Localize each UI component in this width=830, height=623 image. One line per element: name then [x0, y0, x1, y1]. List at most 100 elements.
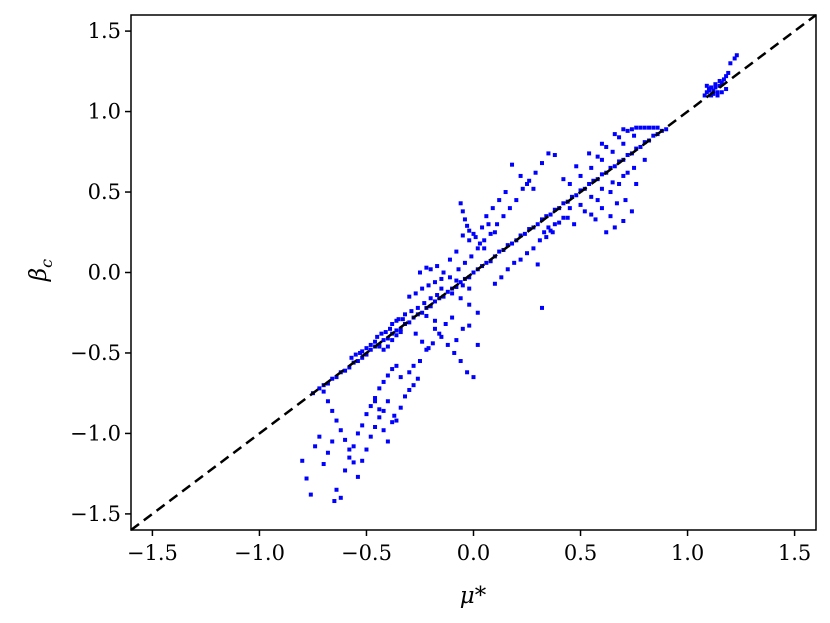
data-point — [544, 235, 549, 240]
data-point — [385, 439, 390, 444]
data-point — [520, 186, 525, 191]
data-point — [338, 495, 343, 500]
data-point — [338, 428, 343, 433]
data-point — [360, 355, 365, 360]
data-point — [572, 222, 577, 227]
data-point — [437, 331, 442, 336]
data-point — [411, 363, 416, 368]
data-point — [651, 125, 656, 130]
data-point — [351, 460, 356, 465]
axis-ticks: −1.5−1.5 −1.0 −1.0 −0.5 −0.5 0.0 0.0 0.5 0.5 1.0 1… — [70, 19, 811, 565]
data-point — [634, 181, 639, 186]
data-point — [711, 91, 716, 96]
data-point — [377, 407, 382, 412]
data-point — [632, 165, 637, 170]
data-point — [610, 180, 615, 185]
data-point — [475, 246, 480, 251]
x-tick-label: 1.5 — [778, 541, 811, 565]
data-point — [465, 370, 470, 375]
data-point — [379, 331, 384, 336]
data-point — [373, 396, 378, 401]
data-point — [439, 286, 444, 291]
data-point — [512, 260, 517, 265]
data-point — [426, 283, 431, 288]
data-point — [390, 420, 395, 425]
data-point — [368, 347, 373, 352]
data-point — [403, 312, 407, 317]
data-point — [593, 217, 598, 222]
data-point — [518, 257, 523, 262]
data-point — [501, 214, 506, 219]
data-point — [394, 418, 399, 423]
data-point — [732, 56, 737, 61]
data-point — [719, 80, 724, 85]
data-point — [398, 326, 403, 331]
data-point — [604, 144, 609, 149]
data-point — [330, 376, 335, 381]
data-point — [471, 231, 476, 236]
data-point — [364, 412, 369, 417]
data-point — [458, 359, 463, 364]
data-point — [721, 77, 726, 82]
data-point — [409, 309, 414, 314]
data-point — [482, 246, 487, 251]
data-point — [612, 225, 617, 230]
data-point — [724, 74, 729, 79]
data-point — [525, 251, 530, 256]
data-point — [377, 344, 382, 349]
data-point — [713, 82, 718, 87]
data-point — [377, 415, 382, 420]
data-point — [460, 326, 465, 331]
data-point — [347, 455, 352, 460]
data-point — [595, 198, 600, 203]
data-point — [467, 302, 472, 307]
data-point — [505, 243, 510, 248]
data-point — [390, 338, 395, 343]
data-point — [510, 162, 515, 167]
data-point — [334, 487, 339, 492]
data-point — [497, 249, 502, 254]
data-point — [368, 342, 373, 347]
data-point — [373, 399, 378, 404]
data-point — [450, 291, 455, 296]
data-point — [505, 267, 510, 272]
data-point — [398, 330, 403, 335]
data-point — [364, 447, 369, 452]
data-point — [415, 376, 420, 381]
data-point — [706, 88, 711, 93]
data-point — [394, 318, 399, 323]
data-point — [456, 267, 461, 272]
data-point — [467, 286, 472, 291]
data-point — [450, 315, 455, 320]
data-point — [398, 375, 403, 380]
data-point — [715, 93, 720, 98]
data-point — [713, 85, 718, 90]
data-point — [349, 355, 354, 360]
data-point — [518, 173, 523, 178]
data-point — [719, 90, 724, 95]
data-point — [574, 193, 579, 198]
data-point — [595, 154, 600, 159]
data-point — [715, 90, 720, 95]
data-point — [664, 127, 669, 132]
data-point — [400, 317, 405, 322]
data-point — [525, 181, 530, 186]
data-point — [443, 322, 448, 326]
data-point — [578, 202, 583, 207]
data-point — [317, 386, 322, 391]
data-point — [589, 165, 594, 170]
data-point — [569, 194, 574, 199]
data-point — [321, 389, 326, 394]
data-point — [488, 231, 493, 236]
data-point — [355, 431, 360, 436]
data-point — [608, 165, 613, 170]
data-point — [484, 260, 489, 265]
data-point — [591, 178, 596, 183]
data-point — [396, 317, 401, 322]
data-point — [567, 206, 572, 211]
data-point — [355, 359, 360, 364]
data-point — [514, 198, 519, 203]
data-point — [711, 88, 716, 93]
data-point — [499, 275, 504, 280]
